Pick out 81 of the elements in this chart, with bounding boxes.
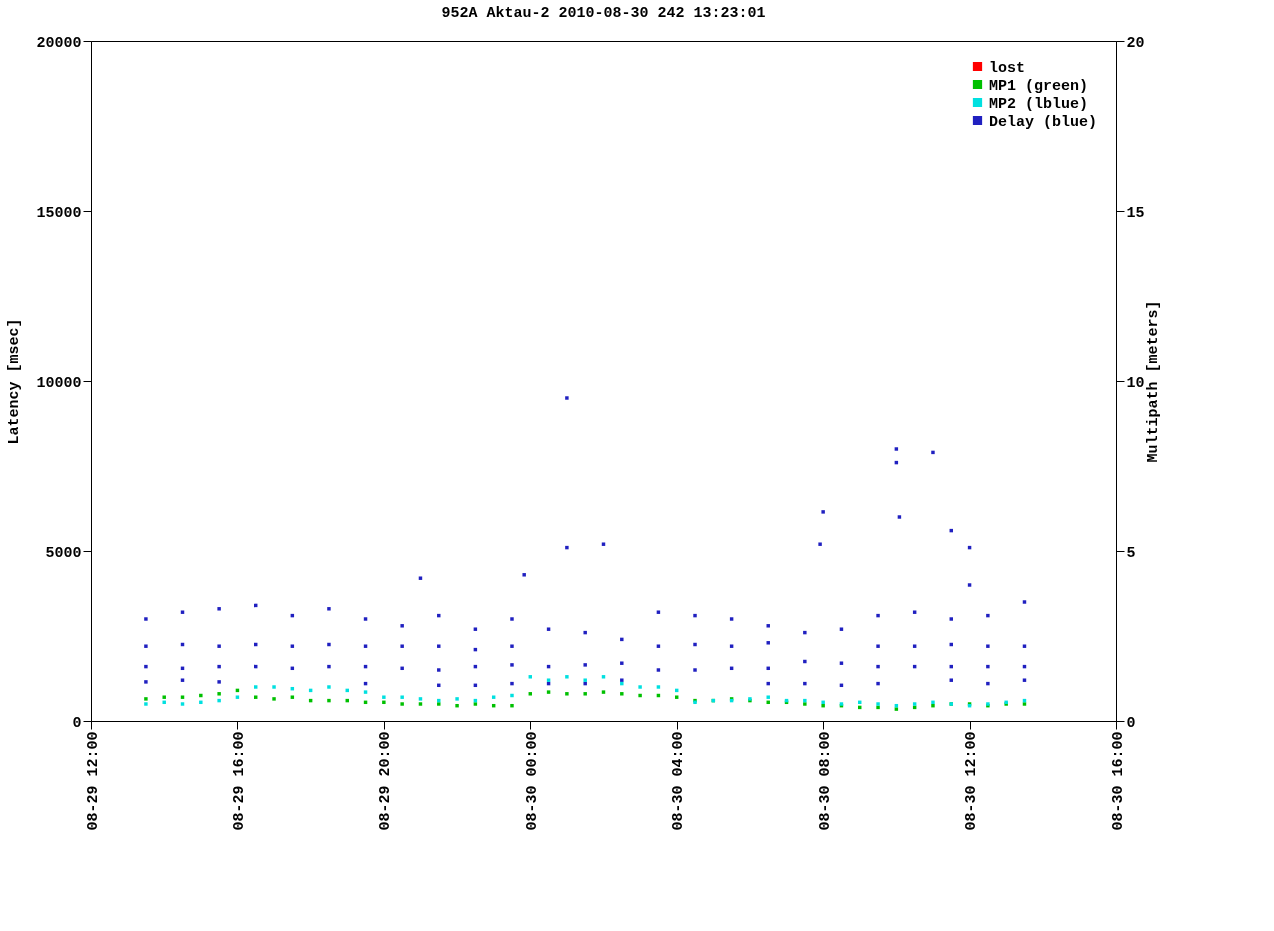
x-tick-label: 08-29 12:00 — [84, 731, 102, 831]
point — [162, 695, 166, 699]
point — [144, 702, 148, 706]
point — [510, 693, 514, 698]
point — [290, 695, 295, 699]
point — [418, 702, 423, 706]
point — [418, 697, 423, 701]
point — [674, 695, 679, 699]
point — [638, 693, 642, 698]
y2-tick-label: 5 — [1126, 544, 1136, 562]
y-tick-label: 10000 — [36, 374, 82, 392]
point — [382, 700, 386, 705]
point — [473, 702, 478, 706]
point — [272, 685, 276, 689]
point — [656, 685, 661, 689]
y2-tick-label: 15 — [1126, 204, 1145, 222]
legend-label: Delay (blue) — [989, 113, 1098, 131]
point — [876, 702, 880, 706]
point — [382, 695, 386, 699]
chart-title: 952A Aktau-2 2010-08-30 242 13:23:01 — [441, 5, 766, 22]
y-axis-title: Latency [msec] — [6, 318, 24, 445]
point — [235, 695, 240, 699]
point — [254, 695, 258, 699]
x-tick-label: 08-30 08:00 — [816, 731, 834, 831]
point — [894, 707, 899, 711]
x-tick-label: 08-30 12:00 — [963, 731, 981, 831]
y2-tick-label: 20 — [1126, 34, 1145, 52]
point — [455, 703, 459, 708]
point — [528, 692, 533, 696]
y-tick-label: 5000 — [45, 544, 82, 562]
point — [400, 695, 404, 699]
point — [583, 678, 587, 682]
x-tick-label: 08-29 20:00 — [377, 731, 395, 831]
point — [491, 695, 496, 699]
x-tick-label: 08-30 00:00 — [523, 731, 541, 831]
point — [546, 678, 551, 682]
point — [1022, 702, 1027, 706]
point — [199, 693, 203, 698]
point — [144, 697, 148, 701]
y2-tick-label: 10 — [1126, 374, 1145, 392]
point — [638, 685, 642, 689]
point — [565, 692, 569, 696]
point — [400, 702, 404, 706]
point — [327, 685, 331, 689]
point — [546, 690, 551, 694]
point — [327, 698, 331, 703]
y2-tick-label: 0 — [1126, 714, 1136, 732]
point — [620, 692, 624, 696]
y-tick-label: 15000 — [36, 204, 82, 222]
x-tick-label: 08-30 16:00 — [1109, 731, 1127, 831]
point — [363, 690, 368, 694]
point — [272, 697, 276, 701]
x-tick-label: 08-29 16:00 — [230, 731, 248, 831]
point — [254, 685, 258, 689]
legend-label: lost — [989, 59, 1026, 77]
point — [217, 698, 221, 703]
point — [912, 702, 917, 706]
point — [528, 675, 533, 679]
point — [437, 702, 441, 706]
point — [601, 690, 606, 694]
point — [876, 705, 880, 710]
y2-axis-title: Multipath [meters] — [1144, 300, 1162, 463]
point — [620, 681, 624, 686]
point — [199, 700, 203, 705]
y-tick-label: 20000 — [36, 34, 82, 52]
point — [601, 675, 606, 679]
point — [180, 702, 185, 706]
point — [766, 695, 770, 699]
x-tick-label: 08-30 04:00 — [670, 731, 688, 831]
point — [180, 695, 185, 699]
legend-label: MP1 (green) — [989, 77, 1089, 95]
point — [217, 692, 221, 696]
legend-label: MP2 (lblue) — [989, 95, 1089, 113]
point — [455, 697, 459, 701]
point — [510, 703, 514, 708]
point — [803, 698, 807, 703]
y-tick-label: 0 — [72, 714, 82, 732]
point — [565, 675, 569, 679]
point — [583, 692, 587, 696]
point — [803, 702, 807, 706]
point — [162, 700, 166, 705]
